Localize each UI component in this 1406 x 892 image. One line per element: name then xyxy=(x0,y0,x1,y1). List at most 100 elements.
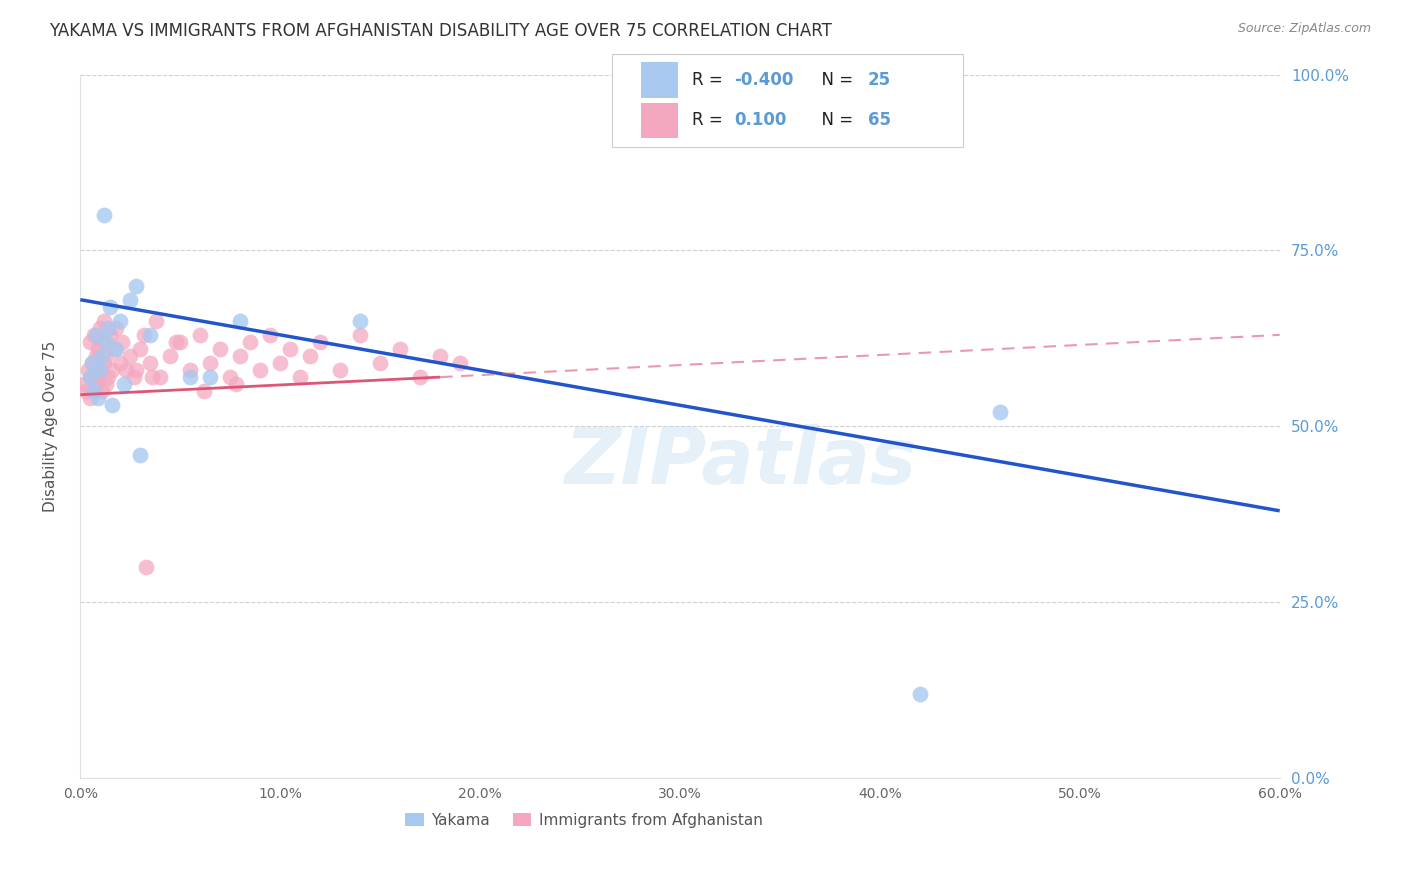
Point xyxy=(82,356,104,370)
Text: 25: 25 xyxy=(868,71,890,89)
Point xyxy=(188,327,211,342)
Point xyxy=(97,321,120,335)
Point xyxy=(86,377,108,392)
Point xyxy=(409,370,432,384)
Point xyxy=(139,356,162,370)
Text: 65: 65 xyxy=(868,112,890,129)
Point xyxy=(89,363,111,377)
Point xyxy=(389,342,412,356)
Text: R =: R = xyxy=(692,71,728,89)
Point xyxy=(349,327,371,342)
Point xyxy=(120,349,142,363)
Point xyxy=(169,334,191,349)
Point xyxy=(368,356,391,370)
Point xyxy=(249,363,271,377)
Point xyxy=(134,327,156,342)
Point xyxy=(209,342,232,356)
Point xyxy=(87,342,110,356)
Text: Source: ZipAtlas.com: Source: ZipAtlas.com xyxy=(1237,22,1371,36)
Point xyxy=(125,363,148,377)
Text: YAKAMA VS IMMIGRANTS FROM AFGHANISTAN DISABILITY AGE OVER 75 CORRELATION CHART: YAKAMA VS IMMIGRANTS FROM AFGHANISTAN DI… xyxy=(49,22,832,40)
Point xyxy=(82,370,104,384)
Point xyxy=(124,370,146,384)
Point xyxy=(159,349,181,363)
Point xyxy=(299,349,322,363)
Point xyxy=(449,356,471,370)
Point xyxy=(145,314,167,328)
Point xyxy=(139,327,162,342)
Point xyxy=(225,377,247,392)
Point xyxy=(97,370,120,384)
Point xyxy=(149,370,172,384)
Point xyxy=(229,314,252,328)
Point xyxy=(165,334,187,349)
Text: 0.100: 0.100 xyxy=(734,112,786,129)
Text: N =: N = xyxy=(811,112,859,129)
Point xyxy=(79,334,101,349)
Point xyxy=(429,349,451,363)
Point xyxy=(110,314,132,328)
Point xyxy=(96,377,118,392)
Point xyxy=(83,384,105,399)
Text: -0.400: -0.400 xyxy=(734,71,793,89)
Legend: Yakama, Immigrants from Afghanistan: Yakama, Immigrants from Afghanistan xyxy=(399,806,769,834)
Point xyxy=(141,370,163,384)
Text: ZIPatlas: ZIPatlas xyxy=(564,424,917,500)
Point xyxy=(290,370,312,384)
Point xyxy=(91,384,114,399)
Point xyxy=(77,363,100,377)
Point xyxy=(86,349,108,363)
Point xyxy=(110,356,132,370)
Point xyxy=(125,278,148,293)
Point xyxy=(93,314,115,328)
Point xyxy=(179,370,201,384)
Point xyxy=(87,391,110,405)
Point xyxy=(269,356,291,370)
Point xyxy=(93,356,115,370)
Point xyxy=(988,405,1011,419)
Point xyxy=(91,334,114,349)
Point xyxy=(98,327,121,342)
Point xyxy=(105,321,128,335)
Point xyxy=(200,356,222,370)
Point xyxy=(83,327,105,342)
Point xyxy=(96,349,118,363)
Point xyxy=(83,384,105,399)
Point xyxy=(87,370,110,384)
Point xyxy=(179,363,201,377)
Point xyxy=(105,342,128,356)
Point xyxy=(98,300,121,314)
Point xyxy=(129,448,152,462)
Point xyxy=(96,334,118,349)
Point xyxy=(349,314,371,328)
Point xyxy=(259,327,281,342)
Point xyxy=(115,363,138,377)
Point xyxy=(129,342,152,356)
Point xyxy=(219,370,242,384)
Point xyxy=(82,356,104,370)
Point xyxy=(239,334,262,349)
Point xyxy=(79,391,101,405)
Point xyxy=(89,363,111,377)
Point xyxy=(75,384,97,399)
Text: N =: N = xyxy=(811,71,859,89)
Point xyxy=(111,334,134,349)
Point xyxy=(91,349,114,363)
Y-axis label: Disability Age Over 75: Disability Age Over 75 xyxy=(44,341,58,512)
Point xyxy=(112,377,135,392)
Point xyxy=(79,370,101,384)
Point xyxy=(89,321,111,335)
Point xyxy=(120,293,142,307)
Point xyxy=(101,363,124,377)
Point xyxy=(229,349,252,363)
Point xyxy=(135,560,157,574)
Point xyxy=(278,342,301,356)
Point xyxy=(200,370,222,384)
Point xyxy=(93,208,115,222)
Point xyxy=(103,342,125,356)
Point xyxy=(193,384,215,399)
Text: R =: R = xyxy=(692,112,733,129)
Point xyxy=(309,334,332,349)
Point xyxy=(908,687,931,701)
Point xyxy=(101,398,124,412)
